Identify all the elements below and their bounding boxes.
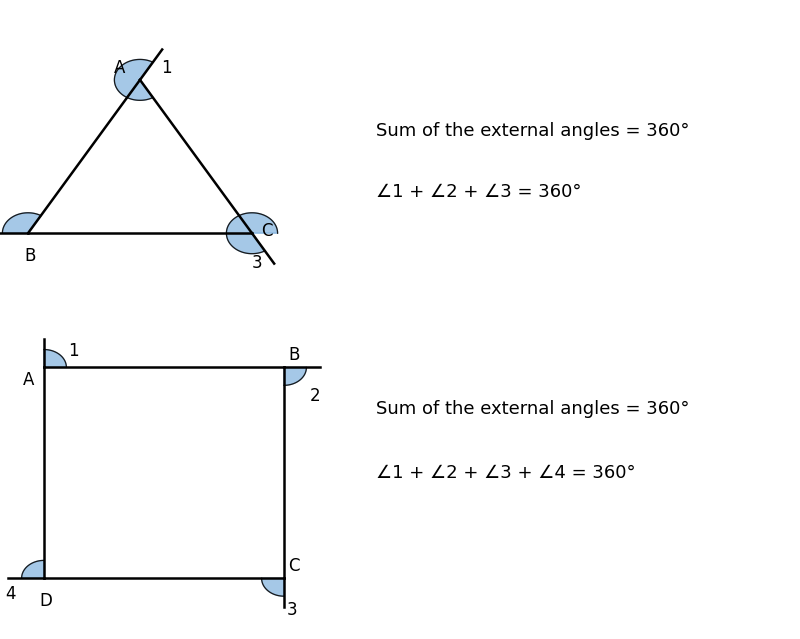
Polygon shape	[114, 59, 153, 100]
Text: A: A	[23, 371, 34, 389]
Polygon shape	[44, 350, 66, 367]
Text: Sum of the external angles = 360°: Sum of the external angles = 360°	[376, 400, 690, 418]
Text: 4: 4	[5, 585, 16, 603]
Text: B: B	[24, 247, 35, 265]
Text: ∠1 + ∠2 + ∠3 + ∠4 = 360°: ∠1 + ∠2 + ∠3 + ∠4 = 360°	[376, 464, 636, 482]
Polygon shape	[284, 367, 306, 385]
Text: 1: 1	[161, 59, 171, 77]
Text: ∠1 + ∠2 + ∠3 = 360°: ∠1 + ∠2 + ∠3 = 360°	[376, 183, 582, 201]
Text: B: B	[288, 346, 299, 364]
Text: Sum of the external angles = 360°: Sum of the external angles = 360°	[376, 122, 690, 140]
Text: D: D	[39, 592, 52, 610]
Text: A: A	[114, 59, 126, 77]
Polygon shape	[22, 560, 44, 578]
Text: C: C	[262, 222, 273, 240]
Text: 3: 3	[286, 601, 298, 619]
Text: 2: 2	[310, 387, 320, 404]
Polygon shape	[226, 213, 278, 254]
Text: 1: 1	[68, 342, 78, 360]
Polygon shape	[2, 213, 41, 233]
Text: C: C	[288, 557, 299, 575]
Polygon shape	[262, 578, 284, 596]
Text: 3: 3	[251, 254, 262, 272]
